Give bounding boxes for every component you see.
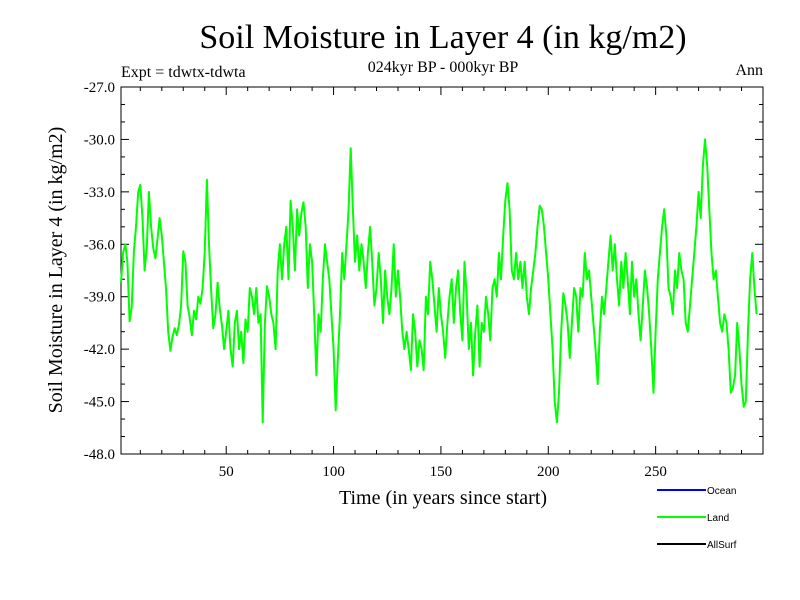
season-label: Ann — [735, 62, 763, 79]
experiment-label: Expt = tdwtx-tdwta — [121, 64, 246, 81]
legend-label-ocean: Ocean — [707, 486, 736, 497]
y-tick-label: -27.0 — [84, 80, 115, 96]
x-tick-label: 250 — [644, 464, 667, 480]
x-tick-label: 50 — [219, 464, 234, 480]
x-tick-label: 100 — [322, 464, 345, 480]
x-tick-label: 200 — [537, 464, 560, 480]
y-tick-label: -30.0 — [84, 132, 115, 148]
series-lines — [120, 138, 758, 424]
x-tick-label: 150 — [430, 464, 453, 480]
plot-frame — [120, 86, 764, 455]
y-tick-label: -42.0 — [84, 342, 115, 358]
y-axis-ticks: -48.0 -45.0 -42.0 -39.0 -36.0 -33.0 -30.0 -27.0 — [84, 80, 763, 463]
y-tick-label: -33.0 — [84, 185, 115, 201]
x-axis-label: Time (in years since start) — [339, 487, 547, 509]
series-line-land — [120, 138, 758, 424]
x-axis-ticks: 50 100 150 200 250 — [139, 87, 764, 480]
chart-title: Soil Moisture in Layer 4 (in kg/m2) — [199, 19, 686, 56]
chart-subtitle: 024kyr BP - 000kyr BP — [368, 59, 519, 76]
legend: Ocean Land AllSurf — [657, 486, 737, 551]
y-tick-label: -45.0 — [84, 395, 115, 411]
y-tick-label: -36.0 — [84, 237, 115, 253]
y-tick-label: -48.0 — [84, 447, 115, 463]
y-axis-label: Soil Moisture in Layer 4 (in kg/m2) — [45, 127, 67, 414]
y-tick-label: -39.0 — [84, 290, 115, 306]
legend-label-land: Land — [707, 513, 729, 524]
legend-label-allsurf: AllSurf — [707, 540, 737, 551]
